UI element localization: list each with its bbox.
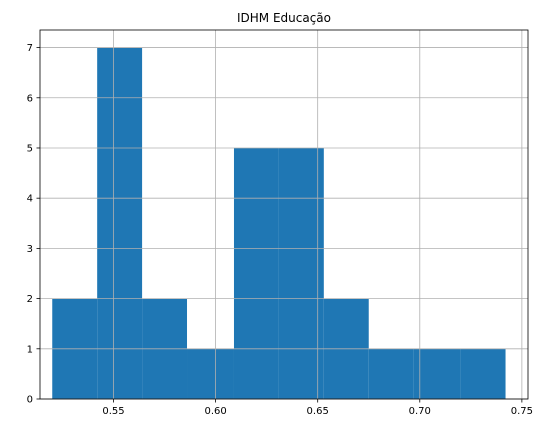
y-tick-label-4: 4 <box>27 194 33 205</box>
x-tick-label-4: 0.75 <box>511 406 533 417</box>
y-tick-label-6: 6 <box>27 93 33 104</box>
histogram-bar-8 <box>413 348 461 399</box>
histogram-bar-3 <box>187 348 234 399</box>
histogram-bar-7 <box>368 348 414 399</box>
grid-lines <box>40 30 528 400</box>
y-tick-label-3: 3 <box>27 244 33 255</box>
y-axis: 0 1 2 3 4 5 6 7 <box>27 43 40 406</box>
histogram-bars <box>52 47 506 399</box>
plot-frame <box>39 29 529 400</box>
x-tick-label-3: 0.70 <box>409 406 431 417</box>
y-tick-label-5: 5 <box>27 143 33 154</box>
histogram-bar-9 <box>460 348 506 399</box>
histogram-bar-1 <box>97 47 143 399</box>
histogram-bar-5 <box>278 147 324 399</box>
chart-title: IDHM Educação <box>237 11 331 25</box>
y-tick-label-7: 7 <box>27 43 33 54</box>
x-tick-label-0: 0.55 <box>102 406 124 417</box>
y-tick-label-0: 0 <box>27 395 33 406</box>
histogram-bar-4 <box>233 147 279 399</box>
x-axis: 0.55 0.60 0.65 0.70 0.75 <box>102 399 533 417</box>
x-tick-label-2: 0.65 <box>307 406 329 417</box>
x-tick-label-1: 0.60 <box>204 406 226 417</box>
y-tick-label-1: 1 <box>27 344 33 355</box>
y-tick-label-2: 2 <box>27 294 33 305</box>
